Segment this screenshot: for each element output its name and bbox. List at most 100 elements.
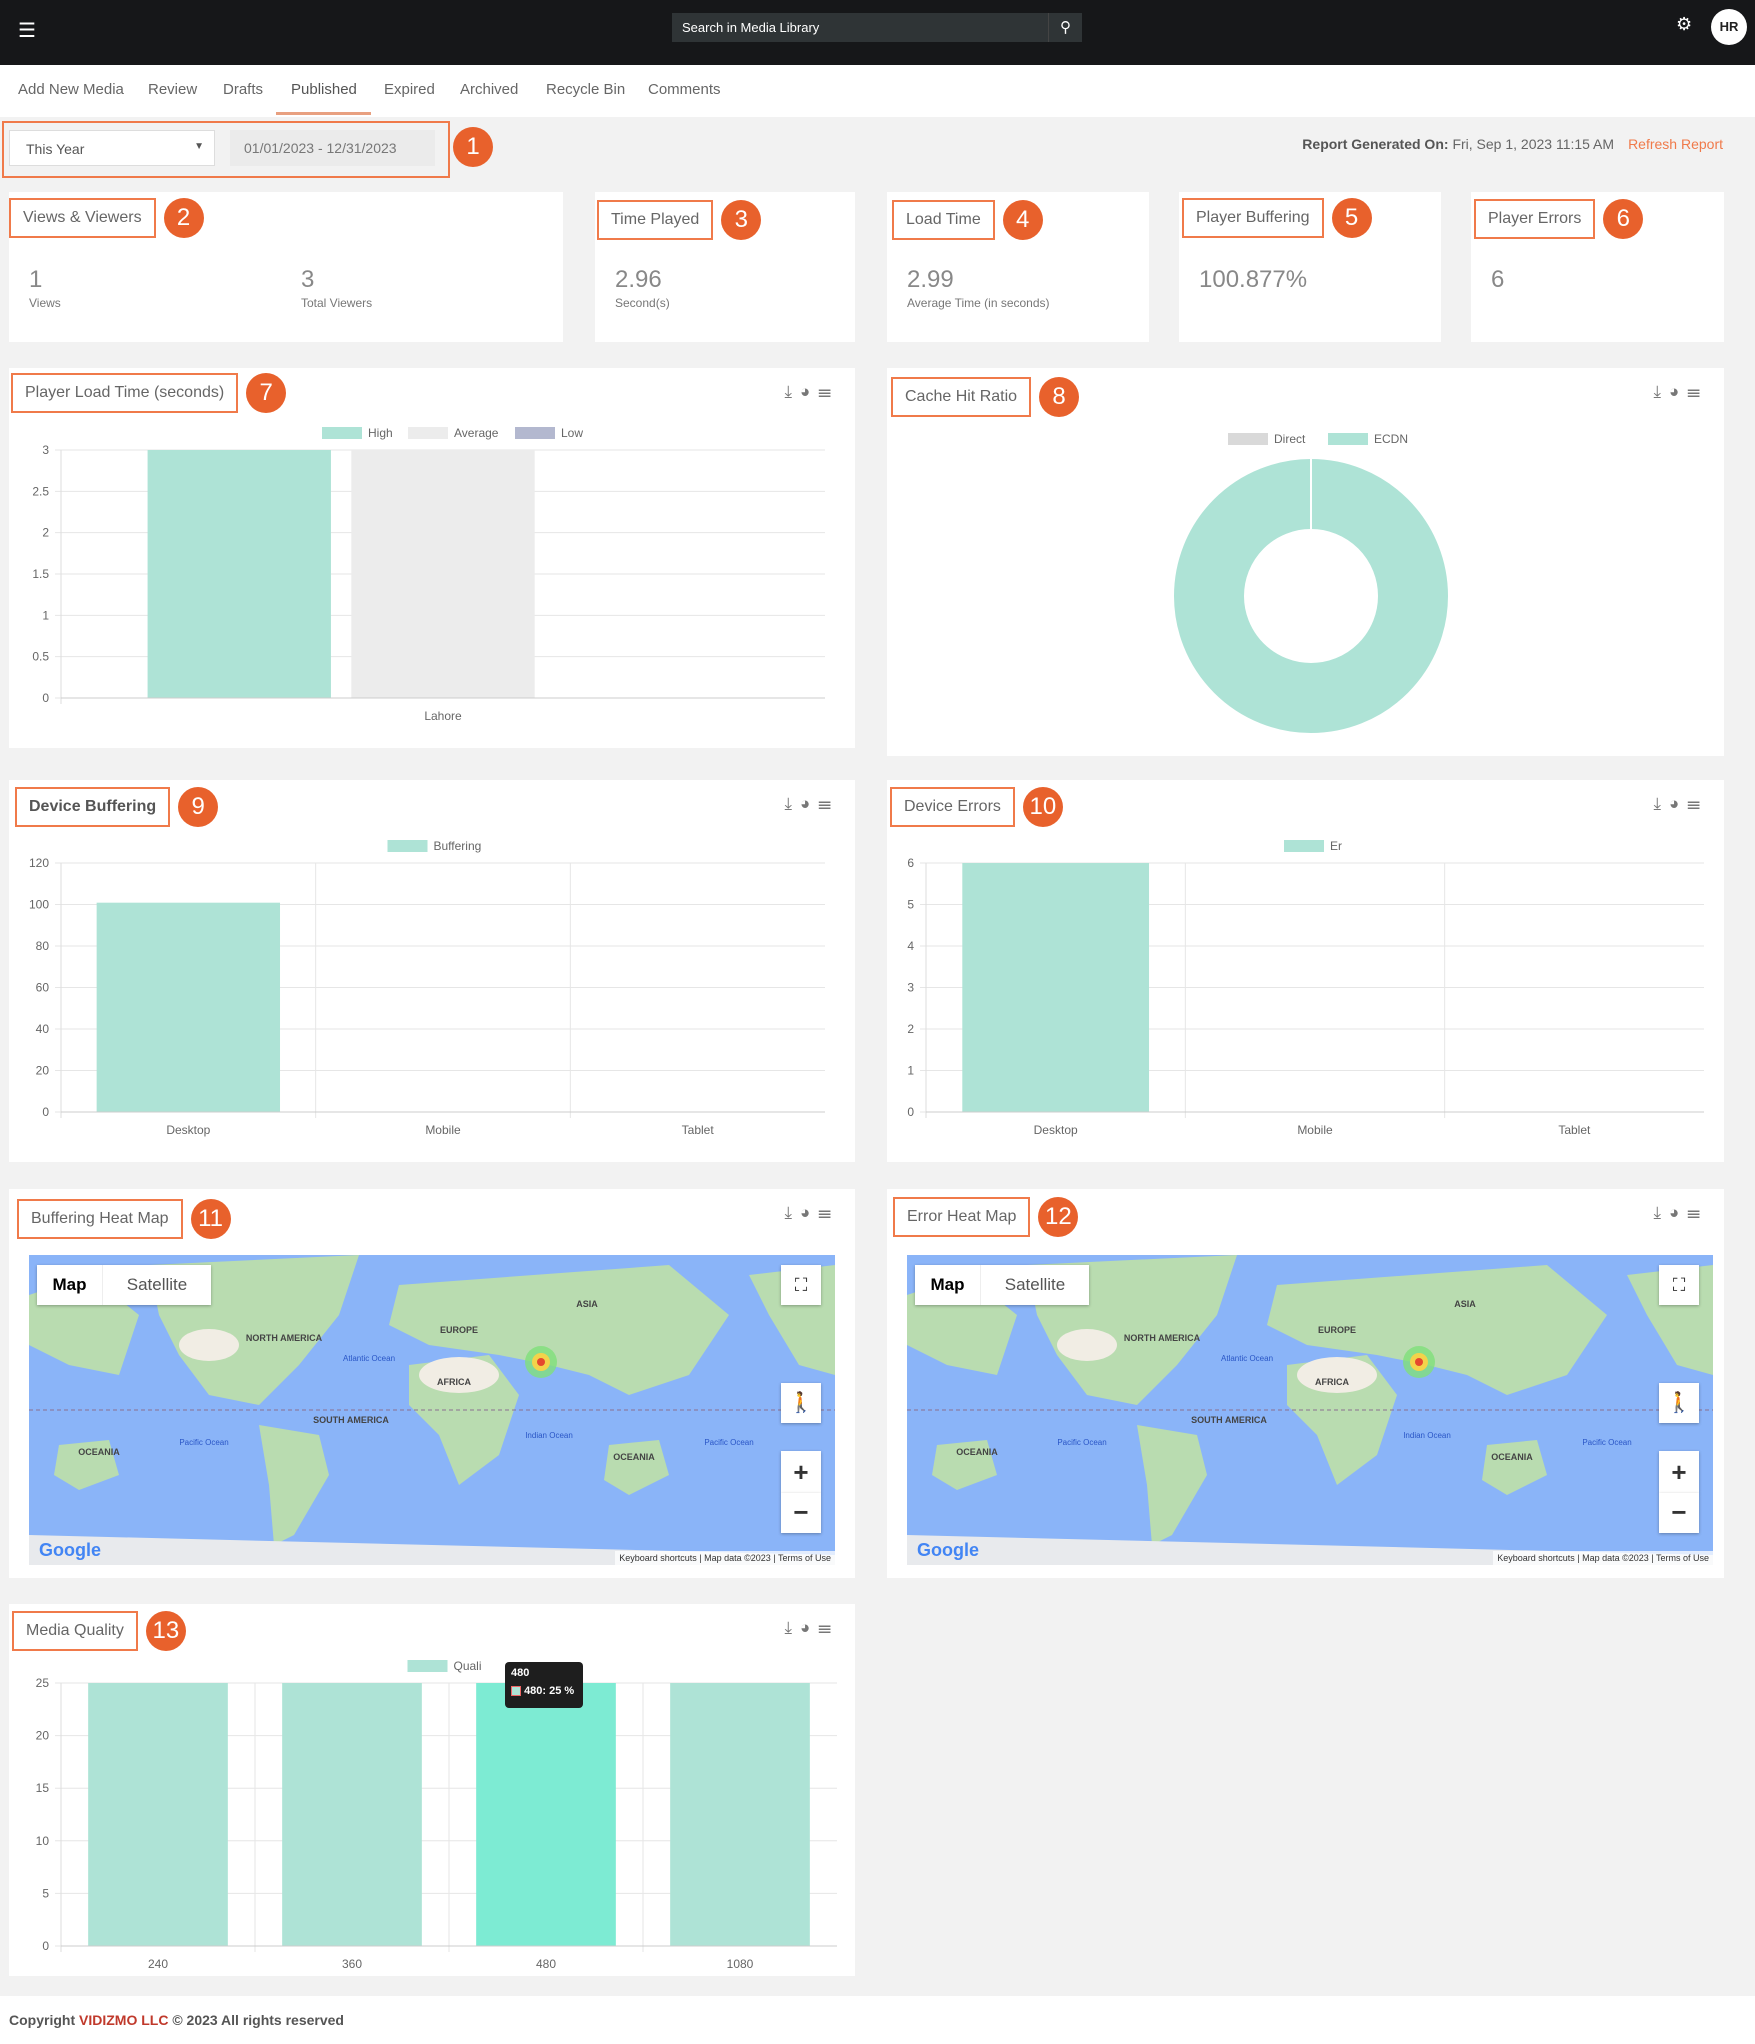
y-tick-label: 1.5: [32, 567, 49, 581]
legend-swatch: [407, 1660, 448, 1672]
brand-link[interactable]: VIDIZMO LLC: [79, 2012, 169, 2028]
list-icon[interactable]: ☰: [818, 1618, 839, 1637]
download-icon[interactable]: ⤓: [784, 1203, 800, 1222]
pie-chart-icon[interactable]: ◕: [799, 1203, 819, 1222]
search-icon[interactable]: ⚲: [1048, 13, 1082, 42]
map-button[interactable]: Map: [915, 1265, 981, 1305]
svg-text:Atlantic Ocean: Atlantic Ocean: [1221, 1354, 1273, 1363]
fullscreen-icon[interactable]: ⛶: [781, 1265, 821, 1305]
pie-chart-icon[interactable]: ◕: [1668, 1203, 1688, 1222]
satellite-button[interactable]: Satellite: [1004, 1275, 1066, 1294]
download-icon[interactable]: ⤓: [784, 1618, 800, 1637]
card-header: Player Buffering 5: [1182, 198, 1372, 238]
date-range-field[interactable]: 01/01/2023 - 12/31/2023: [230, 130, 435, 166]
zoom-out-button[interactable]: −: [1659, 1493, 1699, 1533]
panel-tools: ⤓◕☰: [784, 1203, 839, 1223]
download-icon[interactable]: ⤓: [784, 382, 800, 401]
download-icon[interactable]: ⤓: [784, 794, 800, 813]
terms-link[interactable]: Terms of Use: [1655, 1553, 1709, 1563]
tab-add-new-media[interactable]: Add New Media: [18, 81, 124, 98]
player-buffering-value: 100.877%: [1199, 266, 1308, 293]
tab-comments[interactable]: Comments: [648, 81, 721, 98]
panel-tools: ⤓◕☰: [1653, 1203, 1708, 1223]
badge-4: 4: [1002, 200, 1043, 240]
tab-expired[interactable]: Expired: [384, 81, 435, 98]
y-tick-label: 10: [36, 1834, 50, 1848]
y-tick-label: 3: [42, 443, 49, 457]
x-tick-label: 240: [148, 1957, 168, 1971]
card-header: Views & Viewers 2: [9, 198, 204, 238]
download-icon[interactable]: ⤓: [1653, 794, 1669, 813]
pegman-icon[interactable]: 🚶: [781, 1383, 821, 1423]
legend-label: Quali: [454, 1659, 482, 1673]
period-select[interactable]: This Year ▼: [9, 130, 215, 166]
map-data-text: Map data ©2023: [704, 1553, 771, 1563]
y-tick-label: 2.5: [32, 484, 49, 498]
list-icon[interactable]: ☰: [1687, 794, 1708, 813]
list-icon[interactable]: ☰: [818, 794, 839, 813]
pegman-icon[interactable]: 🚶: [1659, 1383, 1699, 1423]
hamburger-icon[interactable]: ☰: [18, 20, 36, 42]
error-map[interactable]: NORTH AMERICA EUROPE ASIA AFRICA SOUTH AMER…: [907, 1255, 1713, 1565]
pie-chart-icon[interactable]: ◕: [1668, 382, 1688, 401]
svg-text:Pacific Ocean: Pacific Ocean: [1057, 1438, 1106, 1447]
card-header: Player Errors 6: [1474, 199, 1644, 239]
tab-drafts[interactable]: Drafts: [223, 81, 264, 98]
tab-archived[interactable]: Archived: [460, 81, 519, 98]
download-icon[interactable]: ⤓: [1653, 1203, 1669, 1222]
refresh-report-link[interactable]: Refresh Report: [1628, 136, 1723, 152]
zoom-in-button[interactable]: +: [1659, 1451, 1699, 1493]
time-played-card: Time Played 3 2.96 Second(s): [595, 192, 855, 342]
tab-recycle-bin[interactable]: Recycle Bin: [546, 81, 626, 98]
tab-review[interactable]: Review: [148, 81, 198, 98]
y-tick-label: 0: [42, 1939, 49, 1953]
pie-chart-icon[interactable]: ◕: [799, 1618, 819, 1637]
legend-label: High: [368, 426, 393, 440]
legend-swatch: [515, 427, 555, 439]
zoom-in-button[interactable]: +: [781, 1451, 821, 1493]
google-logo: Google: [39, 1540, 101, 1560]
badge-8: 8: [1039, 377, 1080, 417]
satellite-button[interactable]: Satellite: [126, 1275, 188, 1294]
y-tick-label: 1: [42, 608, 49, 622]
card-header: Load Time 4: [892, 200, 1043, 240]
list-icon[interactable]: ☰: [1687, 382, 1708, 401]
map-canvas[interactable]: NORTH AMERICA EUROPE ASIA AFRICA SOUTH AMER…: [907, 1255, 1713, 1565]
map-attribution: Keyboard shortcuts | Map data ©2023 | Te…: [1493, 1551, 1713, 1565]
list-icon[interactable]: ☰: [1687, 1203, 1708, 1222]
fullscreen-icon[interactable]: ⛶: [1659, 1265, 1699, 1305]
legend-label: Low: [561, 426, 583, 440]
list-icon[interactable]: ☰: [818, 1203, 839, 1222]
keyboard-shortcuts-link[interactable]: Keyboard shortcuts: [1497, 1553, 1575, 1563]
buffering-map[interactable]: NORTH AMERICA EUROPE ASIA AFRICA SOUTH AMER…: [29, 1255, 835, 1565]
list-icon[interactable]: ☰: [818, 382, 839, 401]
y-tick-label: 0.5: [32, 650, 49, 664]
tab-published[interactable]: Published: [276, 81, 371, 115]
report-info: Report Generated On: Fri, Sep 1, 2023 11…: [1302, 136, 1723, 152]
terms-link[interactable]: Terms of Use: [777, 1553, 831, 1563]
badge-6: 6: [1603, 199, 1644, 239]
filter-highlight: [2, 121, 450, 178]
pie-chart-icon[interactable]: ◕: [1668, 794, 1688, 813]
media-quality-chart: 0 5 10 15 20 25 240 360 480 1080 Quali: [36, 1659, 837, 1971]
gear-icon[interactable]: ⚙: [1676, 14, 1693, 34]
pie-chart-icon[interactable]: ◕: [799, 382, 819, 401]
keyboard-shortcuts-link[interactable]: Keyboard shortcuts: [619, 1553, 697, 1563]
views-viewers-card: Views & Viewers 2 1 Views 3 Total Viewer…: [9, 192, 563, 342]
chevron-down-icon: ▼: [194, 141, 204, 152]
panel-tools: ⤓◕☰: [784, 794, 839, 814]
svg-text:Atlantic Ocean: Atlantic Ocean: [343, 1354, 395, 1363]
map-button[interactable]: Map: [37, 1265, 103, 1305]
player-load-time-panel: Player Load Time (seconds) 7 ⤓◕☰ 0 0.5 1 1.…: [9, 368, 855, 748]
download-icon[interactable]: ⤓: [1653, 382, 1669, 401]
card-title: Views & Viewers: [9, 198, 156, 238]
y-tick-label: 5: [42, 1886, 49, 1900]
device-errors-chart: 0 1 2 3 4 5 6 Desktop Mobile Tablet Er: [907, 839, 1704, 1137]
zoom-out-button[interactable]: −: [781, 1493, 821, 1533]
search-input[interactable]: Search in Media Library: [672, 13, 1082, 42]
badge-10: 10: [1022, 787, 1063, 827]
x-tick-label: Desktop: [166, 1123, 210, 1137]
pie-chart-icon[interactable]: ◕: [799, 794, 819, 813]
card-title: Load Time: [892, 200, 995, 240]
avatar[interactable]: HR: [1711, 9, 1747, 45]
